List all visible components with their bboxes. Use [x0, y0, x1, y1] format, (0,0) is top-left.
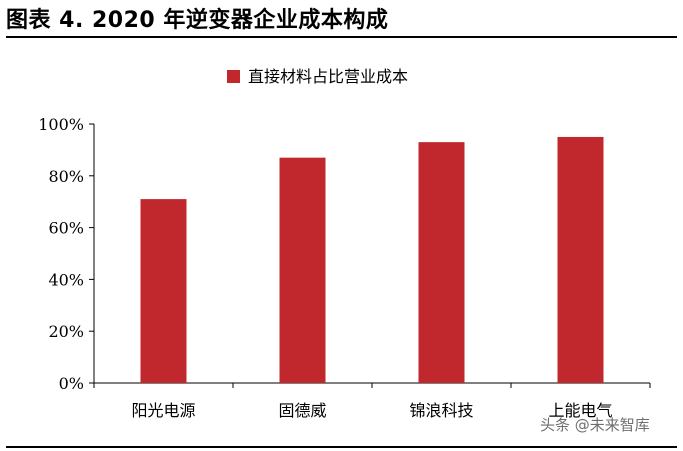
y-tick-label: 100% [38, 115, 84, 134]
y-tick-label: 20% [48, 322, 84, 341]
legend: 直接材料占比营业成本 [227, 67, 408, 86]
title-rule [6, 36, 677, 38]
bars [140, 136, 604, 383]
y-tick-label: 40% [48, 270, 84, 289]
y-tick-label: 80% [48, 167, 84, 186]
bar [418, 142, 465, 383]
figure-title: 图表 4. 2020 年逆变器企业成本构成 [6, 8, 389, 33]
y-tick-label: 60% [48, 219, 84, 238]
x-tick-label: 锦浪科技 [409, 401, 473, 420]
y-tick-label: 0% [59, 374, 84, 393]
bar [279, 157, 326, 383]
bar [557, 136, 604, 383]
x-axis: 阳光电源 固德威 锦浪科技 上能电气 [93, 382, 651, 420]
bottom-rule [6, 446, 677, 448]
x-tick-label: 固德威 [278, 401, 326, 420]
bar [140, 199, 187, 383]
x-tick-label: 阳光电源 [131, 401, 195, 420]
watermark: 头条 @未来智库 [540, 416, 650, 434]
legend-swatch [227, 70, 240, 83]
y-axis: 0% 20% 40% 60% 80% 100% [38, 115, 95, 393]
legend-label: 直接材料占比营业成本 [248, 67, 408, 86]
x-tick-label: 上能电气 [548, 401, 612, 420]
